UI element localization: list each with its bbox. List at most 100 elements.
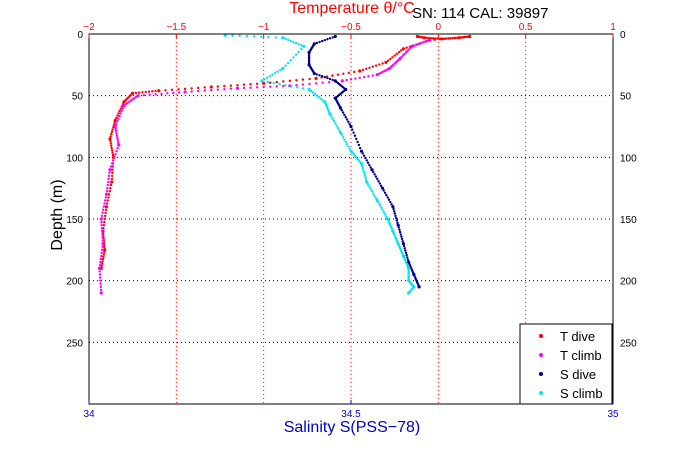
data-point (249, 83, 252, 86)
data-point (106, 199, 109, 202)
data-point (104, 211, 107, 215)
data-point (129, 99, 133, 102)
data-point (398, 228, 401, 231)
data-point (101, 260, 104, 263)
data-point (116, 139, 120, 142)
data-point (359, 161, 364, 166)
data-point (196, 89, 200, 93)
data-point (426, 39, 429, 43)
data-point (301, 78, 305, 81)
data-point (190, 90, 193, 93)
data-point (368, 66, 371, 69)
data-point (386, 196, 389, 199)
data-point (381, 208, 384, 211)
data-point (301, 87, 305, 90)
data-point (294, 41, 298, 45)
data-point (105, 202, 109, 205)
data-point (383, 213, 387, 216)
data-point (267, 35, 270, 39)
data-point (268, 75, 271, 78)
data-point (311, 91, 315, 94)
data-point (421, 41, 425, 44)
data-point (265, 76, 269, 79)
data-point (262, 85, 265, 89)
data-point (302, 44, 306, 48)
data-point (271, 73, 274, 76)
data-point (379, 206, 383, 209)
data-point (300, 44, 303, 47)
data-point (249, 86, 252, 89)
data-point (107, 174, 111, 178)
data-point (358, 146, 362, 150)
data-point (364, 178, 368, 181)
data-point (397, 226, 401, 229)
data-layer (97, 33, 472, 295)
data-point (320, 39, 324, 43)
data-point (101, 257, 105, 261)
data-point (365, 180, 369, 184)
series-t-climb (97, 38, 432, 295)
data-point (111, 171, 114, 174)
legend-label: S climb (560, 386, 603, 401)
data-point (362, 171, 366, 174)
data-point (196, 86, 200, 90)
data-point (115, 122, 118, 126)
data-point (122, 103, 126, 108)
data-point (338, 129, 341, 132)
data-point (99, 291, 103, 295)
data-point (210, 88, 213, 92)
temp-tick-label: −0.5 (341, 22, 361, 33)
temp-tick-label: 0.5 (519, 22, 533, 33)
temp-tick-label: 1 (610, 22, 616, 33)
data-point (314, 76, 318, 80)
data-point (375, 198, 379, 203)
data-point (262, 81, 266, 85)
data-point (229, 84, 233, 87)
data-point (401, 54, 405, 57)
data-point (347, 120, 350, 124)
data-point (281, 66, 285, 71)
data-point (290, 85, 293, 88)
data-point (341, 136, 345, 139)
data-point (103, 217, 106, 221)
data-point (266, 80, 270, 84)
data-point (203, 86, 206, 89)
data-point (101, 236, 104, 239)
data-point (407, 291, 411, 295)
data-point (361, 68, 365, 72)
data-point (343, 138, 346, 141)
data-point (400, 49, 403, 52)
data-point (417, 285, 421, 289)
data-point (118, 109, 121, 113)
data-point (111, 151, 114, 154)
data-point (100, 230, 104, 233)
data-point (117, 143, 121, 147)
data-point (134, 95, 138, 99)
data-point (373, 173, 376, 176)
data-point (110, 174, 114, 178)
data-point (116, 146, 119, 150)
data-point (393, 210, 396, 213)
data-point (109, 165, 113, 168)
data-point (301, 83, 305, 86)
data-point (109, 186, 112, 190)
data-point (331, 78, 334, 82)
data-point (326, 76, 329, 80)
data-point (331, 36, 334, 39)
temp-tick-label: −1.5 (166, 22, 186, 33)
data-point (231, 34, 234, 37)
data-point (309, 89, 313, 93)
legend-label: T climb (560, 348, 602, 363)
data-point (341, 111, 345, 114)
salinity-tick-label: 34.5 (341, 409, 361, 420)
data-point (134, 91, 138, 95)
data-point (349, 124, 353, 129)
data-point (312, 71, 316, 76)
depth-tick-label-left: 0 (77, 30, 83, 41)
data-point (367, 75, 370, 78)
data-point (269, 81, 272, 84)
data-point (359, 149, 364, 153)
data-point (373, 194, 376, 198)
data-point (358, 76, 361, 79)
data-point (245, 34, 249, 38)
